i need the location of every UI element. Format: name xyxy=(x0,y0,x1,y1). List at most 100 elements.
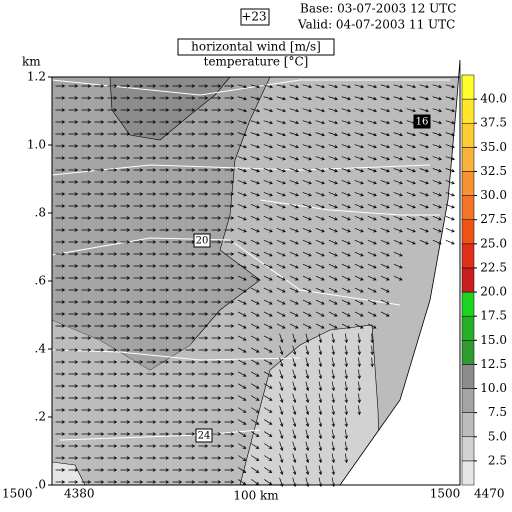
wind-arrow xyxy=(120,300,131,304)
wind-arrow xyxy=(251,467,260,473)
wind-arrow xyxy=(302,215,312,221)
wind-arrow xyxy=(250,144,260,149)
wind-arrow xyxy=(393,204,403,209)
wind-arrow xyxy=(198,252,209,256)
wind-arrow xyxy=(146,156,157,160)
wind-arrow xyxy=(211,372,222,376)
wind-arrow xyxy=(146,240,157,244)
wind-arrow xyxy=(445,239,455,245)
wind-arrow xyxy=(419,96,430,101)
wind-arrow xyxy=(81,192,92,196)
wind-arrow xyxy=(68,288,79,292)
wind-arrow xyxy=(185,156,196,160)
wind-arrow xyxy=(315,96,326,101)
wind-arrow xyxy=(146,144,157,148)
wind-arrow xyxy=(55,240,66,244)
wind-arrow xyxy=(146,276,157,280)
wind-arrow xyxy=(55,420,66,424)
wind-arrow xyxy=(120,108,131,112)
wind-arrow xyxy=(68,216,79,220)
wind-arrow xyxy=(237,371,247,377)
wind-arrow xyxy=(432,120,442,125)
wind-arrow xyxy=(94,468,105,472)
wind-arrow xyxy=(107,456,118,460)
wind-arrow xyxy=(159,168,170,172)
wind-arrow xyxy=(357,405,361,416)
wind-arrow xyxy=(146,372,157,376)
wind-arrow xyxy=(94,240,105,244)
wind-arrow xyxy=(341,204,351,209)
wind-arrow xyxy=(344,453,349,464)
wind-arrow xyxy=(302,287,312,293)
wind-arrow xyxy=(251,419,260,425)
wind-arrow xyxy=(146,360,157,364)
wind-arrow xyxy=(289,144,299,149)
wind-arrow xyxy=(315,323,325,329)
wind-arrow xyxy=(344,429,349,440)
wind-arrow xyxy=(328,263,338,269)
wind-arrow xyxy=(318,393,323,404)
wind-arrow xyxy=(328,156,338,161)
wind-arrow xyxy=(445,192,455,197)
wind-arrow xyxy=(120,264,131,268)
wind-arrow xyxy=(276,144,286,149)
wind-arrow xyxy=(315,180,325,185)
wind-arrow xyxy=(55,384,66,388)
wind-arrow xyxy=(276,323,286,329)
wind-arrow xyxy=(68,252,79,256)
wind-arrow xyxy=(224,192,235,196)
wind-arrow xyxy=(315,84,326,89)
wind-arrow xyxy=(250,108,261,113)
wind-arrow xyxy=(211,276,222,280)
wind-arrow xyxy=(172,348,183,352)
wind-arrow xyxy=(380,120,390,125)
wind-arrow xyxy=(55,372,66,376)
wind-arrow xyxy=(224,384,235,388)
wind-arrow xyxy=(198,288,209,292)
wind-arrow xyxy=(211,108,222,112)
wind-arrow xyxy=(172,252,183,256)
wind-arrow xyxy=(159,480,170,484)
wind-arrow xyxy=(211,468,222,472)
wind-arrow xyxy=(211,396,222,400)
wind-arrow xyxy=(224,276,235,280)
wind-arrow xyxy=(344,441,349,452)
wind-arrow xyxy=(94,360,105,364)
wind-arrow xyxy=(305,417,310,428)
wind-arrow xyxy=(289,96,300,101)
field-region xyxy=(109,76,231,141)
wind-arrow xyxy=(328,311,338,317)
wind-arrow xyxy=(185,348,196,352)
wind-arrow xyxy=(107,276,118,280)
wind-arrow xyxy=(133,168,144,172)
wind-arrow xyxy=(172,192,183,196)
wind-arrow xyxy=(146,468,157,472)
wind-arrow xyxy=(133,228,144,232)
wind-arrow xyxy=(172,360,183,364)
wind-arrow xyxy=(263,383,273,389)
wind-arrow xyxy=(341,96,352,101)
wind-arrow xyxy=(68,456,79,460)
wind-arrow xyxy=(107,396,118,400)
wind-arrow xyxy=(68,432,79,436)
colorbar-tick-label: 17.5 xyxy=(480,309,507,323)
wind-arrow xyxy=(146,108,157,112)
wind-arrow xyxy=(250,239,260,245)
wind-arrow xyxy=(367,263,377,269)
wind-arrow xyxy=(380,251,390,257)
wind-arrow xyxy=(302,311,312,317)
wind-arrow xyxy=(393,192,403,197)
wind-arrow xyxy=(133,324,144,328)
wind-arrow xyxy=(341,263,351,269)
wind-arrow xyxy=(315,263,325,269)
wind-arrow xyxy=(81,84,92,88)
wind-arrow xyxy=(224,96,235,100)
wind-arrow xyxy=(198,96,209,100)
wind-arrow xyxy=(211,336,222,340)
wind-arrow xyxy=(185,468,196,472)
wind-arrow xyxy=(133,444,144,448)
wind-arrow xyxy=(107,108,118,112)
wind-arrow xyxy=(331,465,336,476)
wind-arrow xyxy=(159,372,170,376)
wind-arrow xyxy=(55,216,66,220)
